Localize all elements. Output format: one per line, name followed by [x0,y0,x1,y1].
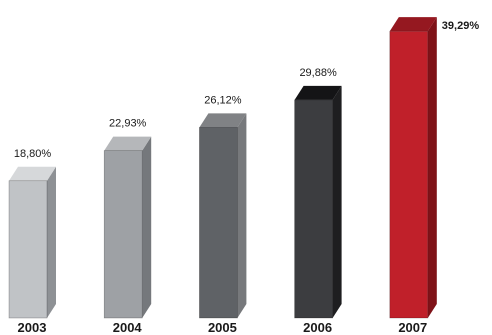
value-label-2003: 18,80% [14,148,52,160]
bar-2005-top [199,113,247,128]
bar-2007-top [389,17,437,32]
bar-2003-side [47,166,56,318]
bar-2003 [8,180,48,319]
value-label-2006: 29,88% [299,67,337,79]
bar-2005 [199,127,238,319]
category-labels-group: 2003 2004 2005 2006 2007 [18,320,428,335]
bar-2006 [294,99,333,319]
bar-2007 [389,30,429,319]
bar-2007-side [427,17,437,318]
value-label-2005: 26,12% [204,94,242,106]
bar-2004-side [142,136,152,318]
category-label-2003: 2003 [18,320,47,335]
category-label-2007: 2007 [398,320,427,335]
bar-2004-top [104,136,152,151]
bar-2005-side [237,113,247,318]
value-label-2007: 39,29% [442,20,480,32]
bar-2004 [103,150,143,319]
bar-2003-top [9,166,56,181]
bar-2006-side [332,85,342,318]
value-label-2004: 22,93% [109,118,147,130]
bars-group [8,17,437,319]
category-label-2005: 2005 [208,320,237,335]
category-label-2006: 2006 [303,320,332,335]
value-labels-group: 18,80% 22,93% 26,12% 29,88% 39,29% [14,20,479,160]
bar-2006-top [294,85,342,100]
category-label-2004: 2004 [113,320,143,335]
